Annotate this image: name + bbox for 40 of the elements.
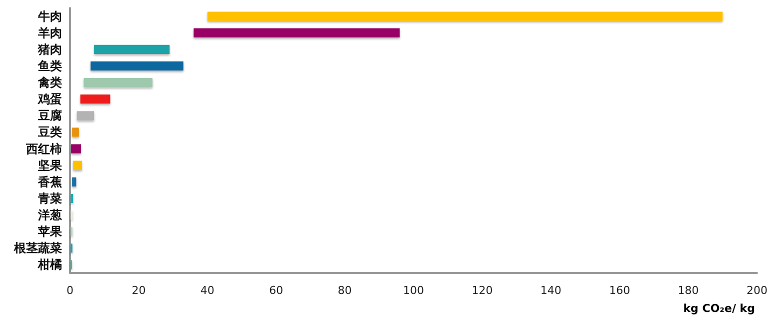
bar: [76, 111, 94, 120]
bar: [70, 194, 74, 204]
y-tick-label: 禽类: [37, 76, 62, 90]
bar: [90, 61, 184, 71]
x-tick-label: 0: [66, 284, 74, 297]
x-tick-label: 60: [269, 284, 284, 297]
y-tick-label: 西红柿: [25, 142, 62, 156]
x-tick-label: 200: [746, 284, 768, 297]
y-tick-label: 柑橘: [37, 258, 62, 272]
y-tick-label: 鸡蛋: [37, 92, 62, 106]
y-tick-label: 豆腐: [37, 108, 62, 123]
x-tick-label: 160: [609, 284, 630, 297]
x-tick-label: 180: [678, 284, 699, 297]
bar: [84, 78, 152, 88]
y-tick-label: 牛肉: [37, 9, 62, 24]
y-tick-label: 洋葱: [37, 208, 62, 222]
x-tick-label: 120: [472, 284, 493, 297]
bar: [207, 12, 723, 21]
bar: [94, 44, 170, 54]
bar: [72, 128, 79, 137]
y-tick-label: 苹果: [37, 224, 63, 239]
y-tick-label: 豆类: [37, 125, 62, 140]
bar: [71, 144, 81, 154]
x-axis-title: kg CO₂e/ kg: [683, 302, 755, 315]
y-tick-label: 坚果: [37, 158, 63, 172]
x-tick-label: 40: [200, 284, 214, 297]
x-tick-label: 20: [132, 284, 146, 297]
bar: [80, 94, 110, 104]
x-tick-label: 80: [338, 284, 352, 297]
y-tick-label: 鱼类: [37, 58, 62, 73]
y-tick-label: 猪肉: [37, 42, 62, 56]
x-tick-label: 140: [540, 284, 562, 297]
y-tick-label: 羊肉: [37, 26, 62, 40]
x-tick-label: 100: [403, 284, 424, 297]
bar: [72, 177, 76, 186]
y-tick-label: 根茎蔬菜: [13, 241, 62, 256]
y-tick-label: 青菜: [37, 191, 62, 206]
y-tick-label: 香蕉: [37, 174, 62, 189]
bar: [194, 28, 400, 38]
bar: [73, 160, 82, 170]
